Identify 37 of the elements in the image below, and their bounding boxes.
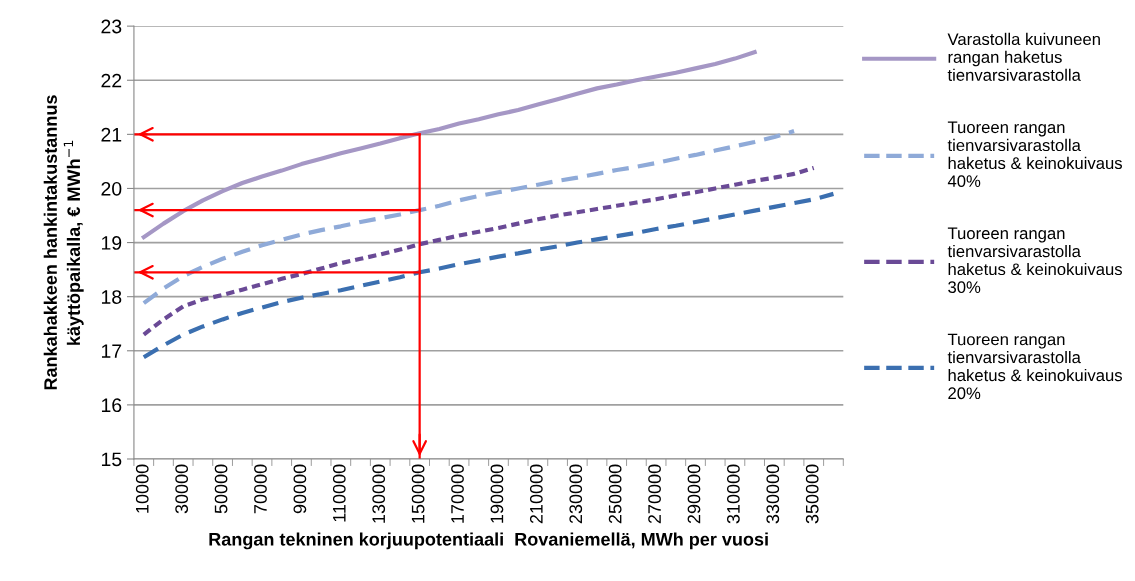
- x-tick-label: 110000: [332, 464, 346, 522]
- line-series: [141, 50, 757, 240]
- y-tick-label: 16: [101, 398, 122, 413]
- legend-label: Varastolla kuivuneen rangan haketus tienvarsivarastolla: [947, 32, 1100, 81]
- x-tick-label: 170000: [451, 464, 464, 523]
- x-tick-label: 310000: [726, 464, 740, 524]
- line-series: [141, 165, 816, 337]
- x-tick-label: 90000: [293, 464, 307, 514]
- x-tick-label: 50000: [214, 464, 228, 514]
- x-tick-label: 230000: [569, 464, 583, 524]
- y-tick-label: 23: [101, 19, 122, 34]
- y-axis-title: Rankahakkeen hankintakustannus käyttöpaikalla, € MWh$^{−1}$: [43, 95, 84, 390]
- x-axis-title: Rangan tekninen korjuupotentiaali Rovaniemellä, MWh per vuosi: [209, 532, 768, 550]
- y-tick-label: 17: [101, 344, 122, 358]
- x-tick-label: 210000: [529, 464, 543, 524]
- x-tick-label: 350000: [805, 464, 819, 524]
- x-tick-label: 330000: [766, 464, 780, 524]
- x-tick-label: 10000: [135, 464, 149, 513]
- x-tick-label: 150000: [411, 464, 425, 523]
- x-tick-label: 290000: [687, 464, 701, 524]
- legend-label: Tuoreen rangan tienvarsivarastolla haketus & keinokuivaus 20%: [947, 333, 1122, 400]
- line-series: [141, 191, 836, 360]
- x-tick-label: 250000: [608, 464, 622, 524]
- y-tick-label: 22: [101, 73, 122, 88]
- x-tick-label: 70000: [254, 464, 267, 514]
- x-tick-label: 270000: [648, 464, 661, 524]
- y-tick-label: 21: [101, 127, 122, 142]
- x-tick-label: 30000: [175, 464, 189, 514]
- y-tick-label: 18: [101, 290, 122, 304]
- legend-label: Tuoreen rangan tienvarsivarastolla haketus & keinokuivaus 40%: [947, 121, 1122, 188]
- x-tick-label: 190000: [490, 464, 504, 523]
- y-tick-label: 19: [101, 236, 122, 250]
- y-tick-label: 15: [101, 452, 122, 467]
- y-tick-label: 20: [101, 181, 122, 196]
- legend-label: Tuoreen rangan tienvarsivarastolla haketus & keinokuivaus 30%: [947, 227, 1122, 294]
- x-tick-label: 130000: [372, 464, 386, 523]
- line-series: [141, 129, 797, 306]
